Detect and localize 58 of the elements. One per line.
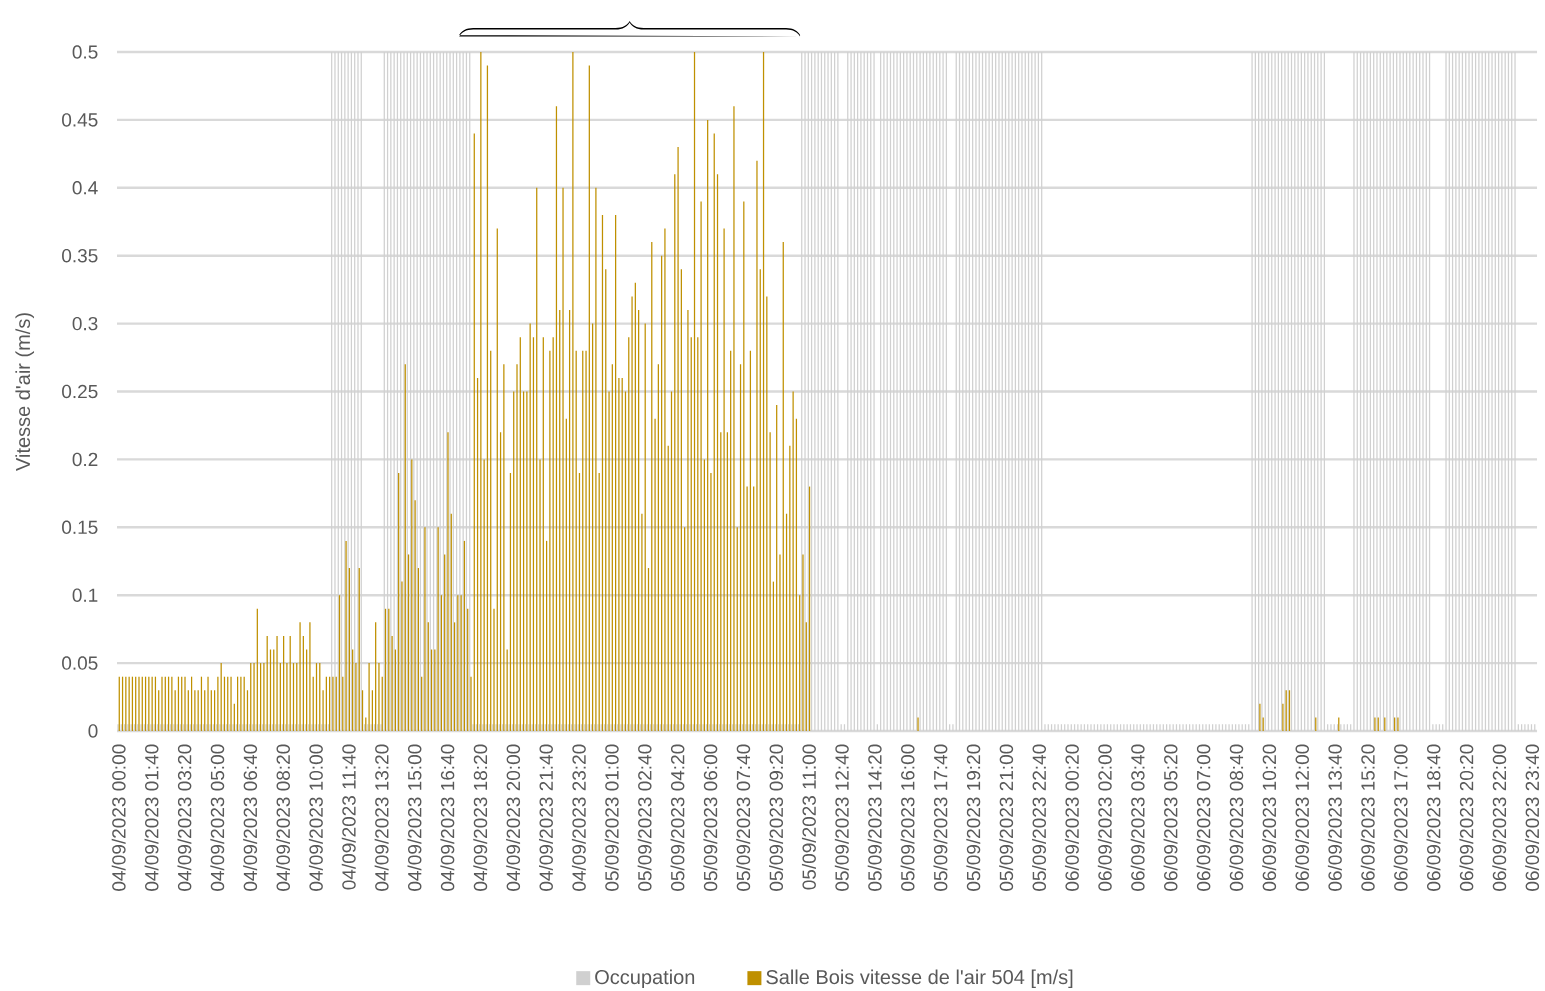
legend-label: Salle Bois vitesse de l'air 504 [m/s] [766, 969, 1073, 989]
x-tick-label: 05/09/2023 01:00 [604, 744, 619, 891]
x-tick-label: 06/09/2023 08:40 [1229, 744, 1244, 891]
x-tick-label: 04/09/2023 10:00 [308, 744, 323, 891]
x-tick-label: 04/09/2023 21:40 [538, 744, 553, 891]
x-tick-label: 04/09/2023 13:20 [374, 744, 389, 891]
y-tick-label: 0.5 [72, 45, 98, 59]
x-tick-label: 04/09/2023 20:00 [506, 744, 521, 891]
x-tick-label: 04/09/2023 03:20 [177, 744, 192, 891]
y-tick-label: 0.25 [62, 384, 98, 399]
x-tick-label: 04/09/2023 16:40 [440, 744, 455, 891]
x-tick-label: 06/09/2023 02:00 [1097, 744, 1112, 891]
x-tick-label: 04/09/2023 06:40 [243, 744, 258, 891]
x-tick-label: 06/09/2023 15:20 [1360, 744, 1375, 891]
x-tick-label: 05/09/2023 02:40 [637, 744, 652, 891]
y-tick-label: 0 [88, 724, 98, 738]
x-tick-label: 05/09/2023 22:40 [1032, 744, 1047, 891]
x-tick-label: 05/09/2023 09:20 [769, 744, 784, 891]
x-tick-label: 05/09/2023 11:00 [801, 744, 816, 890]
x-tick-label: 06/09/2023 00:20 [1064, 744, 1079, 891]
x-tick-label: 04/09/2023 00:00 [111, 744, 126, 891]
x-tick-label: 06/09/2023 18:40 [1426, 744, 1441, 891]
x-tick-label: 04/09/2023 18:20 [473, 744, 488, 891]
y-tick-label: 0.45 [62, 113, 98, 127]
x-tick-label: 05/09/2023 04:20 [670, 744, 685, 891]
x-tick-label: 05/09/2023 17:40 [933, 744, 948, 891]
x-tick-label: 06/09/2023 10:20 [1262, 744, 1277, 891]
x-tick-label: 06/09/2023 23:40 [1525, 744, 1540, 891]
x-tick-label: 05/09/2023 07:40 [736, 744, 751, 891]
y-tick-label: 0.35 [62, 248, 98, 263]
y-axis-title: Vitesse d'air (m/s) [15, 313, 35, 471]
x-tick-label: 06/09/2023 03:40 [1130, 744, 1145, 891]
x-tick-label: 06/09/2023 07:00 [1196, 744, 1211, 891]
y-tick-label: 0.05 [62, 656, 98, 670]
y-tick-label: 0.4 [72, 181, 98, 195]
x-tick-label: 06/09/2023 20:20 [1459, 744, 1474, 891]
y-tick-label: 0.15 [62, 520, 98, 535]
x-tick-label: 04/09/2023 15:00 [407, 744, 422, 891]
x-tick-label: 05/09/2023 12:40 [834, 744, 849, 891]
x-tick-label: 04/09/2023 08:20 [276, 744, 290, 891]
x-tick-label: 05/09/2023 06:00 [703, 744, 718, 891]
x-tick-label: 06/09/2023 12:00 [1295, 744, 1309, 891]
x-tick-label: 04/09/2023 05:00 [210, 744, 225, 891]
x-tick-label: 05/09/2023 19:20 [966, 744, 981, 891]
x-tick-label: 06/09/2023 05:20 [1163, 744, 1178, 891]
y-tick-label: 0.2 [72, 452, 98, 467]
x-tick-label: 04/09/2023 11:40 [341, 744, 356, 890]
y-tick-label: 0.1 [72, 588, 98, 602]
x-tick-label: 05/09/2023 21:00 [999, 744, 1014, 891]
x-tick-label: 05/09/2023 14:20 [867, 744, 882, 891]
x-tick-label: 05/09/2023 16:00 [900, 744, 915, 891]
x-tick-label: 06/09/2023 13:40 [1327, 744, 1342, 891]
legend-label: Occupation [595, 969, 695, 989]
x-tick-label: 06/09/2023 17:00 [1393, 744, 1408, 891]
y-tick-label: 0.3 [72, 316, 98, 331]
x-tick-label: 04/09/2023 01:40 [144, 744, 159, 891]
x-tick-label: 04/09/2023 23:20 [571, 744, 586, 891]
x-tick-label: 06/09/2023 22:00 [1492, 744, 1507, 891]
